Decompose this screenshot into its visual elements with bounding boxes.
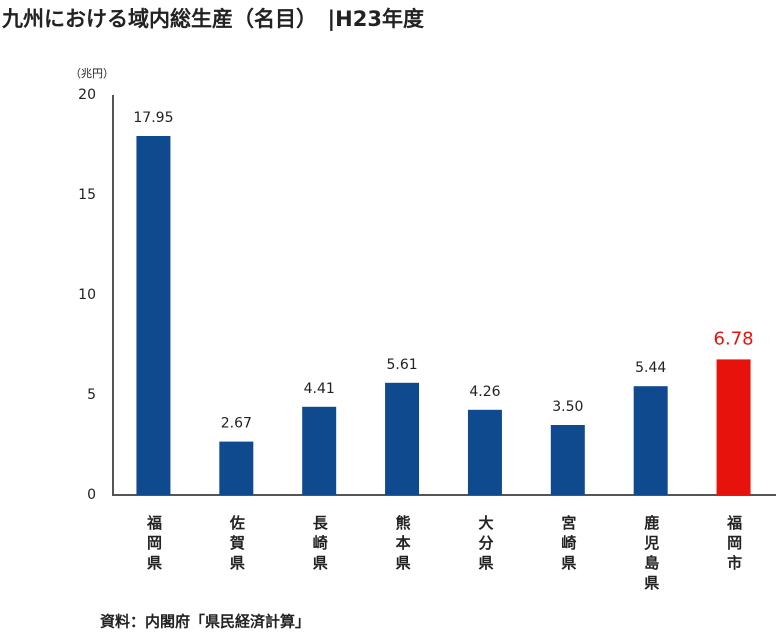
x-tick-label: 佐賀県: [228, 514, 246, 575]
x-tick-label: 鹿児島県: [642, 514, 660, 595]
x-tick-label: 宮崎県: [559, 514, 577, 575]
y-tick-label: 5: [87, 387, 96, 403]
value-label: 3.50: [552, 399, 583, 415]
y-tick-label: 20: [78, 87, 96, 103]
value-label: 6.78: [714, 328, 754, 349]
value-label: 5.61: [386, 357, 417, 373]
value-label: 5.44: [635, 360, 666, 376]
bar: [385, 382, 420, 495]
bar: [716, 359, 751, 495]
bar: [633, 386, 668, 495]
value-label: 4.26: [469, 384, 500, 400]
bar: [219, 441, 254, 495]
value-label: 4.41: [304, 381, 335, 397]
y-tick-label: 15: [78, 187, 96, 203]
source: 資料：内閣府「県民経済計算」: [100, 613, 310, 631]
bar: [467, 409, 502, 495]
x-tick-label: 福岡県: [145, 514, 163, 575]
value-label: 2.67: [221, 416, 252, 432]
x-tick-label: 長崎県: [311, 515, 329, 575]
y-tick-label: 10: [78, 287, 96, 303]
x-tick-label: 熊本県: [394, 514, 412, 575]
y-unit: （兆円）: [70, 67, 114, 80]
x-tick-label: 大分県: [476, 514, 494, 575]
bar: [550, 425, 585, 495]
bar: [136, 136, 171, 495]
y-tick-label: 0: [87, 487, 96, 503]
value-label: 17.95: [133, 110, 173, 126]
chart-title: 九州における域内総生産（名目） |H23年度: [1, 7, 424, 32]
x-tick-label: 福岡市: [725, 514, 743, 575]
bar: [302, 406, 337, 495]
